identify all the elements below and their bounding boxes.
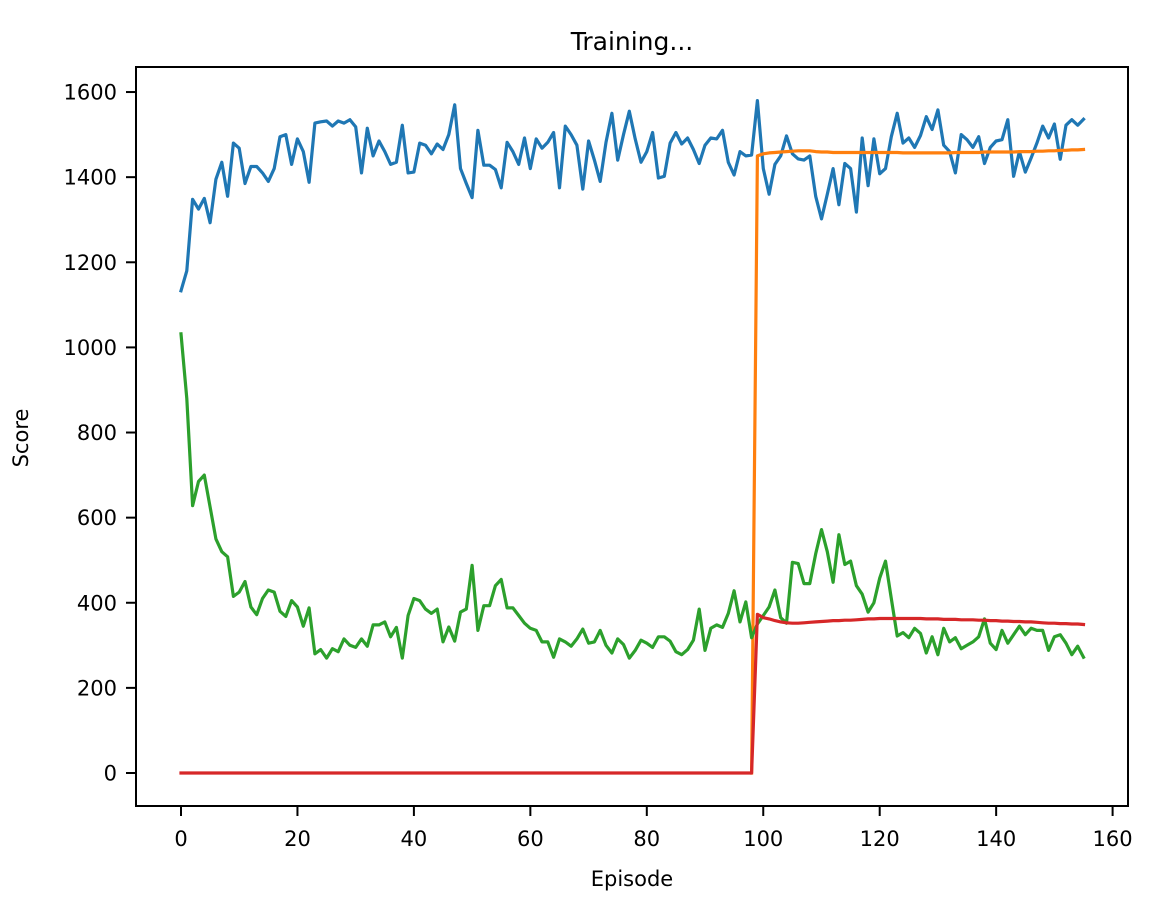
x-tick-label: 120 xyxy=(860,827,900,851)
y-axis-ticks: 0 200 400 600 800 1000 1200 1400 1600 xyxy=(64,81,136,786)
y-tick-label: 1400 xyxy=(64,166,117,190)
y-tick-label: 1000 xyxy=(64,336,117,360)
y-tick-label: 200 xyxy=(77,676,117,700)
x-tick-label: 140 xyxy=(976,827,1016,851)
x-tick-label: 160 xyxy=(1093,827,1133,851)
y-tick-label: 1600 xyxy=(64,81,117,105)
x-tick-label: 100 xyxy=(743,827,783,851)
y-tick-label: 0 xyxy=(104,762,117,786)
y-axis-label: Score xyxy=(9,409,33,468)
y-tick-label: 600 xyxy=(77,506,117,530)
series-line-red xyxy=(179,612,1086,775)
x-tick-label: 80 xyxy=(633,827,660,851)
y-tick-label: 800 xyxy=(77,421,117,445)
series-line-green xyxy=(179,332,1086,660)
x-axis-ticks: 0 20 40 60 80 100 120 140 160 xyxy=(174,806,1133,851)
series-line-orange xyxy=(749,147,1086,775)
x-axis-label: Episode xyxy=(591,867,673,891)
x-tick-label: 60 xyxy=(517,827,544,851)
plot-series xyxy=(179,98,1086,775)
x-tick-label: 40 xyxy=(401,827,428,851)
x-tick-label: 0 xyxy=(174,827,187,851)
x-tick-label: 20 xyxy=(284,827,311,851)
y-tick-label: 1200 xyxy=(64,251,117,275)
chart-title: Training... xyxy=(570,27,694,56)
series-line-blue xyxy=(179,98,1086,293)
plot-area-frame xyxy=(135,66,1129,807)
y-tick-label: 400 xyxy=(77,591,117,615)
